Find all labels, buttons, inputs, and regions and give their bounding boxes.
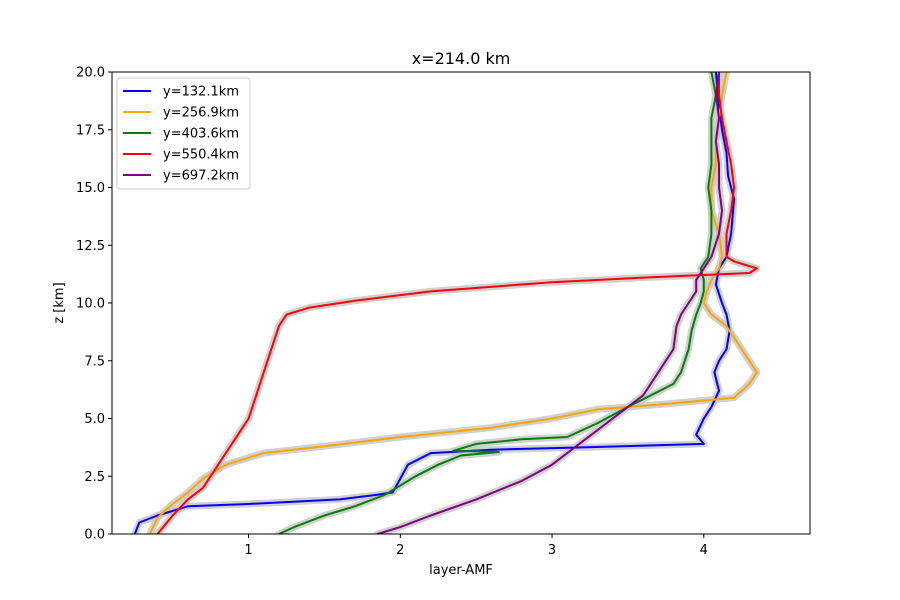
legend-label: y=697.2km [163, 169, 239, 184]
series-line-3 [278, 72, 717, 534]
y-tick-label: 17.5 [76, 123, 105, 138]
x-axis-label: layer-AMF [429, 563, 493, 578]
x-tick-label: 3 [548, 543, 556, 558]
y-axis-ticks: 0.0 2.5 5.0 7.5 10.0 12.5 15.0 17.5 20.0 [76, 66, 112, 543]
series-lines [133, 72, 758, 534]
chart-title: x=214.0 km [412, 49, 511, 68]
legend: y=132.1km y=256.9km y=403.6km y=550.4km y=69… [116, 77, 251, 190]
series-line-5 [377, 72, 723, 534]
series-line-4 [156, 72, 758, 534]
x-axis-ticks: 1 2 3 4 [244, 534, 708, 558]
y-tick-label: 0.0 [84, 528, 105, 543]
y-tick-label: 12.5 [76, 239, 105, 254]
x-tick-label: 1 [244, 543, 252, 558]
x-tick-label: 2 [396, 543, 404, 558]
y-tick-label: 10.0 [76, 297, 105, 312]
legend-label: y=256.9km [163, 106, 239, 121]
y-tick-label: 7.5 [84, 354, 105, 369]
legend-label: y=132.1km [163, 85, 239, 100]
series-line-2 [148, 72, 758, 534]
legend-box [116, 77, 251, 190]
legend-label: y=550.4km [163, 148, 239, 163]
x-tick-label: 4 [700, 543, 708, 558]
legend-label: y=403.6km [163, 127, 239, 142]
y-tick-label: 5.0 [84, 412, 105, 427]
y-axis-label: z [km] [52, 282, 67, 323]
y-tick-label: 20.0 [76, 66, 105, 81]
y-tick-label: 15.0 [76, 181, 105, 196]
y-tick-label: 2.5 [84, 470, 105, 485]
